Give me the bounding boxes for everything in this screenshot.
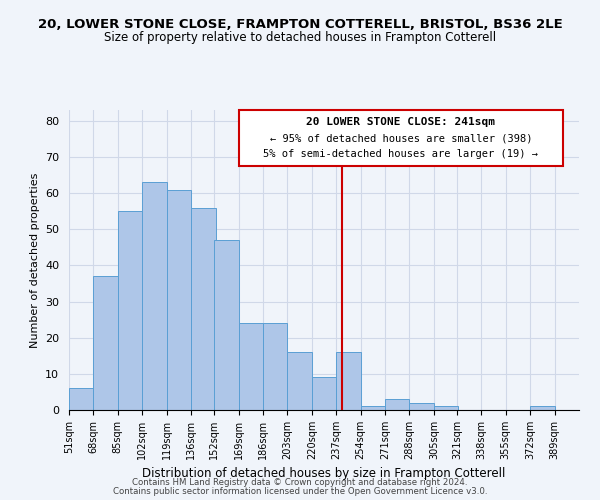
Bar <box>385 399 409 410</box>
X-axis label: Distribution of detached houses by size in Frampton Cotterell: Distribution of detached houses by size … <box>142 468 506 480</box>
Y-axis label: Number of detached properties: Number of detached properties <box>29 172 40 348</box>
Bar <box>263 324 287 410</box>
Text: ← 95% of detached houses are smaller (398): ← 95% of detached houses are smaller (39… <box>269 133 532 143</box>
Bar <box>409 403 434 410</box>
Bar <box>434 406 458 410</box>
Bar <box>118 211 142 410</box>
Bar <box>142 182 167 410</box>
Bar <box>312 378 336 410</box>
Bar <box>287 352 312 410</box>
Text: 20, LOWER STONE CLOSE, FRAMPTON COTTERELL, BRISTOL, BS36 2LE: 20, LOWER STONE CLOSE, FRAMPTON COTTEREL… <box>38 18 562 30</box>
Bar <box>239 324 263 410</box>
Bar <box>69 388 94 410</box>
Text: Contains public sector information licensed under the Open Government Licence v3: Contains public sector information licen… <box>113 487 487 496</box>
Text: 5% of semi-detached houses are larger (19) →: 5% of semi-detached houses are larger (1… <box>263 148 538 158</box>
Bar <box>336 352 361 410</box>
Text: Size of property relative to detached houses in Frampton Cotterell: Size of property relative to detached ho… <box>104 31 496 44</box>
Bar <box>94 276 118 410</box>
Bar <box>530 406 554 410</box>
Text: Contains HM Land Registry data © Crown copyright and database right 2024.: Contains HM Land Registry data © Crown c… <box>132 478 468 487</box>
Bar <box>214 240 239 410</box>
Bar <box>361 406 385 410</box>
Text: 20 LOWER STONE CLOSE: 241sqm: 20 LOWER STONE CLOSE: 241sqm <box>307 118 496 128</box>
Bar <box>191 208 215 410</box>
Bar <box>167 190 191 410</box>
